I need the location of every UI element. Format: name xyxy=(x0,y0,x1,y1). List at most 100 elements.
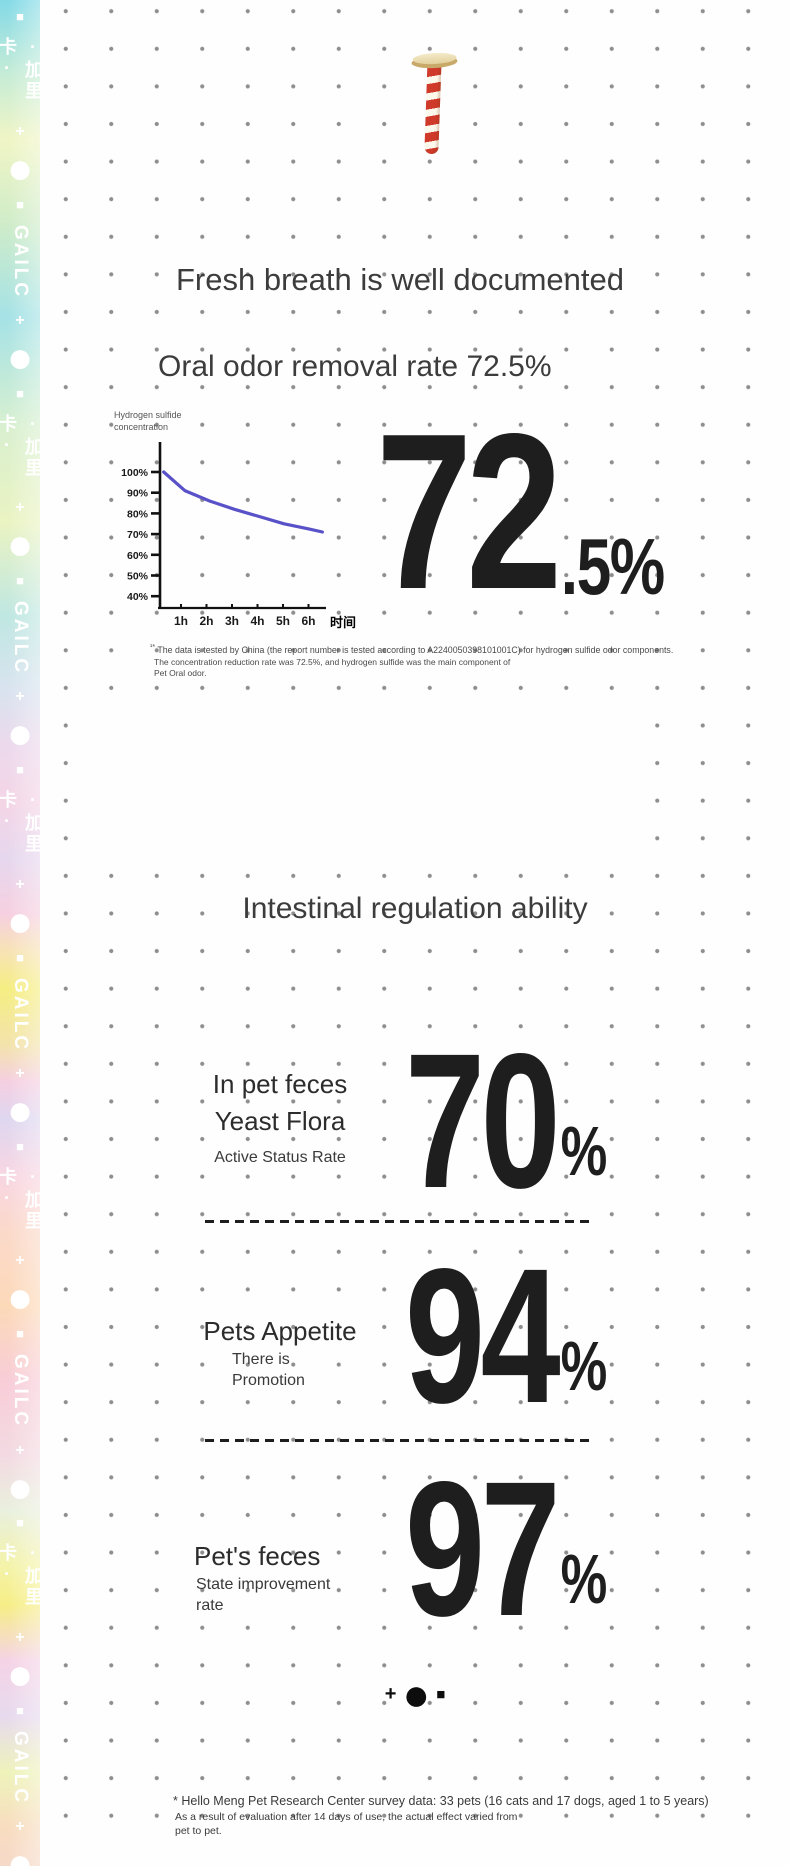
bottom-margin xyxy=(40,1828,790,1866)
sidebar-plus-icon: + xyxy=(15,1818,25,1836)
breath-subtitle: Oral odor removal rate 72.5% xyxy=(158,350,552,383)
candy-pole-icon xyxy=(408,51,458,159)
dashed-divider xyxy=(205,1439,595,1442)
intestinal-title: Intestinal regulation ability xyxy=(242,892,588,925)
sidebar-circle-icon: ● xyxy=(6,1462,34,1512)
stat-label-line: State improvement xyxy=(196,1575,331,1593)
sidebar-circle-icon: ● xyxy=(6,1650,34,1700)
stat-label-line: There is xyxy=(232,1350,290,1368)
odor-removal-big-value: 72 .5% xyxy=(376,388,665,636)
chart-y-axis-label: Hydrogen sulfide concentration xyxy=(114,410,182,432)
brand-sidebar: ● ■ ·加里卡· + ● ■ GAILC + ● ■ ·加里卡· + ● ■ GAILC + ● ■ ·加里卡· +… xyxy=(0,0,40,1866)
sidebar-brand-text: ·加里卡· xyxy=(0,1543,40,1609)
footnote-marker: ¹* xyxy=(150,644,156,651)
sidebar-circle-icon: ● xyxy=(6,520,34,570)
stat-label-line: Active Status Rate xyxy=(214,1148,346,1166)
sidebar-plus-icon: + xyxy=(15,688,25,706)
chart-footnote: ¹* The data is tested by China (the repo… xyxy=(150,644,750,680)
dashed-divider xyxy=(205,1220,595,1223)
y-tick-label: 40% xyxy=(127,591,149,603)
sidebar-plus-icon: + xyxy=(15,1629,25,1647)
stat-value: 70% xyxy=(405,1013,607,1228)
sidebar-square-icon: ■ xyxy=(16,949,24,965)
sidebar-circle-icon: ● xyxy=(6,1273,34,1323)
sidebar-plus-icon: + xyxy=(15,311,25,329)
y-tick-label: 90% xyxy=(127,488,149,500)
sidebar-circle-icon: ● xyxy=(6,143,34,193)
sidebar-square-icon: ■ xyxy=(16,196,24,212)
sidebar-plus-icon: + xyxy=(15,1441,25,1459)
chart-footnote-rest: The concentration reduction rate was 72.… xyxy=(154,656,511,679)
big-value-digits: 72 xyxy=(376,388,562,636)
sidebar-square-icon: ■ xyxy=(16,573,24,589)
y-tick-label: 100% xyxy=(121,467,149,479)
stat-appetite: Pets Appetite There is Promotion 94% xyxy=(160,1228,680,1443)
stat-yeast-flora: In pet feces Yeast Flora Active Status Rat… xyxy=(160,1013,680,1228)
stat-value-digits: 97 xyxy=(405,1441,561,1656)
sidebar-track: ● ■ ·加里卡· + ● ■ GAILC + ● ■ ·加里卡· + ● ■ GAILC + ● ■ ·加里卡· +… xyxy=(0,0,40,1866)
sidebar-brand-text: ·加里卡· xyxy=(0,1166,40,1232)
percent-sign: % xyxy=(560,1326,608,1405)
stat-label: In pet feces Yeast Flora Active Status Rat… xyxy=(180,1036,380,1169)
logo-square-icon: ■ xyxy=(436,1685,446,1703)
dot-grid-background xyxy=(40,0,790,1828)
sidebar-plus-icon: + xyxy=(15,122,25,140)
x-tick-label: 2h xyxy=(199,614,213,628)
stat-label: Pets Appetite There is Promotion xyxy=(180,1257,380,1392)
sidebar-circle-icon: ● xyxy=(6,896,34,946)
section-gap xyxy=(100,694,620,866)
sidebar-plus-icon: + xyxy=(15,1252,25,1270)
sidebar-plus-icon: + xyxy=(15,499,25,517)
y-tick-label: 60% xyxy=(127,550,149,562)
x-tick-label: 4h xyxy=(250,614,264,628)
sidebar-square-icon: ■ xyxy=(16,1515,24,1531)
stat-label-line: rate xyxy=(196,1596,224,1614)
sidebar-square-icon: ■ xyxy=(16,8,24,24)
sidebar-square-icon: ■ xyxy=(16,762,24,778)
stat-value-digits: 70 xyxy=(405,1013,561,1228)
x-tick-label: 5h xyxy=(276,614,290,628)
h2s-line-chart: 100% 90% 80% 70% 60% 50% 40% 1h 2h 3h 4h 5h 6h 时间 xyxy=(121,442,356,631)
stat-label-line: Yeast Flora xyxy=(214,1105,346,1136)
sidebar-plus-icon: + xyxy=(15,875,25,893)
stat-value-digits: 94 xyxy=(405,1228,561,1443)
sidebar-circle-icon: ● xyxy=(6,332,34,382)
logo-plus-icon: + xyxy=(384,1683,397,1706)
stat-label-line: Pets Appetite xyxy=(203,1316,357,1346)
sidebar-square-icon: ■ xyxy=(16,1326,24,1342)
sidebar-square-icon: ■ xyxy=(16,1138,24,1154)
pole-stripes xyxy=(424,60,442,155)
h2s-series-line xyxy=(162,470,324,534)
sidebar-brand-text: ·加里卡· xyxy=(0,790,40,856)
x-tick-label: 3h xyxy=(225,614,239,628)
big-value-suffix: .5% xyxy=(560,521,665,611)
chart-footnote-line1: ¹* The data is tested by China (the repo… xyxy=(150,644,674,655)
x-tick-label: 1h xyxy=(174,614,188,628)
sidebar-circle-icon: ● xyxy=(6,709,34,759)
sidebar-brand-text: ·加里卡· xyxy=(0,413,40,479)
stats-list: In pet feces Yeast Flora Active Status Rat… xyxy=(160,1013,680,1656)
sidebar-plus-icon: + xyxy=(15,1064,25,1082)
stat-label-line: Pet's feces xyxy=(194,1541,321,1571)
sidebar-square-icon: ■ xyxy=(16,385,24,401)
stat-value: 97% xyxy=(405,1441,608,1656)
sidebar-brand-text: GAILC xyxy=(10,1354,31,1429)
sidebar-circle-icon: ● xyxy=(6,1085,34,1135)
sidebar-brand-text: ·加里卡· xyxy=(0,36,40,102)
sidebar-brand-text: GAILC xyxy=(10,224,31,299)
y-tick-label: 50% xyxy=(127,571,149,583)
logo-circle-icon: ● xyxy=(402,1668,431,1720)
stat-label-line: In pet feces xyxy=(212,1069,348,1099)
sidebar-circle-icon: ● xyxy=(6,1839,34,1866)
percent-sign: % xyxy=(560,1539,608,1618)
sidebar-brand-text: GAILC xyxy=(10,977,31,1052)
stat-feces-state: Pet's feces State improvement rate 97% xyxy=(160,1441,680,1656)
brand-logo: + ● ■ xyxy=(330,1668,500,1720)
survey-footnote: * Hello Meng Pet Research Center survey … xyxy=(173,1794,753,1838)
y-tick-label: 70% xyxy=(127,529,149,541)
sidebar-square-icon: ■ xyxy=(16,1703,24,1719)
survey-footnote-line1: * Hello Meng Pet Research Center survey … xyxy=(173,1794,709,1808)
sidebar-brand-text: GAILC xyxy=(10,601,31,676)
breath-title: Fresh breath is well documented xyxy=(175,262,624,297)
